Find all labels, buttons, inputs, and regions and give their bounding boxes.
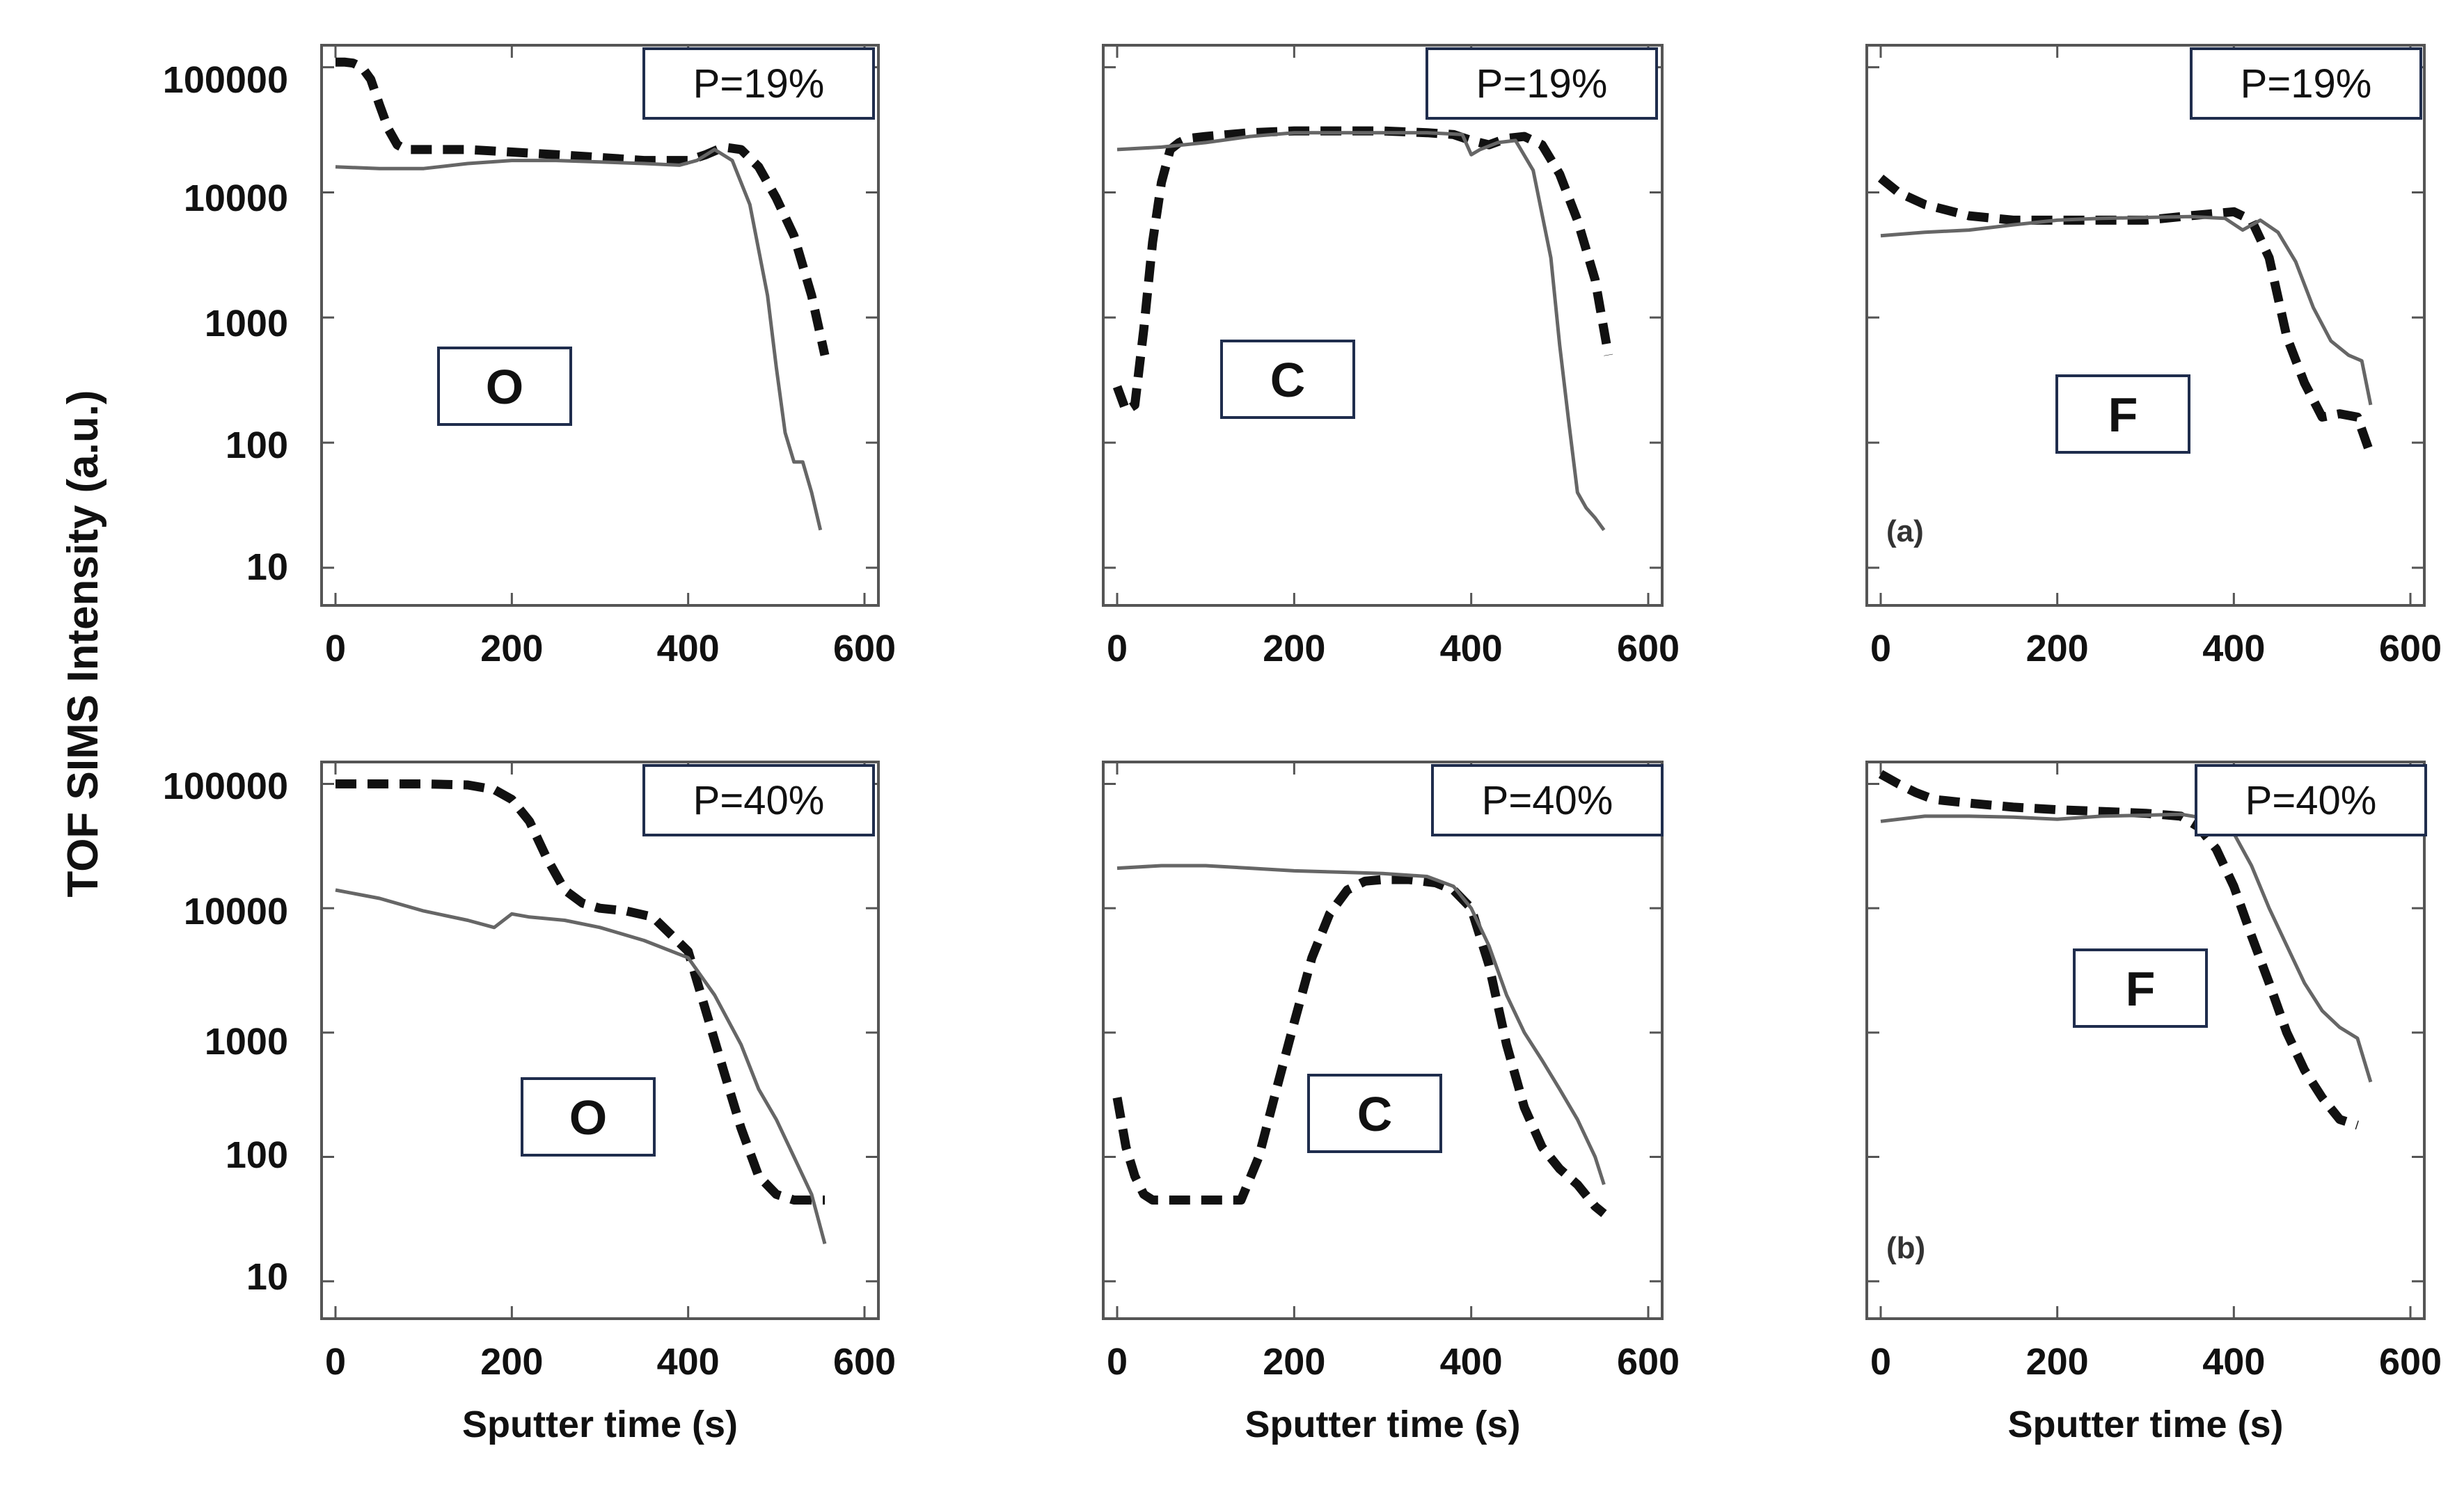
element-label-box [2055, 374, 2190, 454]
x-axis-title: Sputter time (s) [2007, 1404, 2283, 1445]
chart-panel-bottom-c: 0 200 400 600 Sputter time (s) P=40% C [1102, 761, 1680, 1445]
x-tick-label: 400 [1440, 1341, 1503, 1383]
element-label-text: C [1270, 353, 1306, 407]
y-tick-label: 100000 [163, 765, 288, 807]
element-label-box [521, 1077, 656, 1157]
y-tick-label: 10 [246, 546, 288, 588]
series-line-solid [1116, 131, 1606, 532]
x-tick-label: 600 [2379, 1341, 2442, 1383]
x-tick-label: 600 [1617, 628, 1680, 669]
x-tick-label: 0 [325, 628, 346, 669]
chart-panel-bottom-o: 0 200 400 600 10 100 1000 10000 100000 Sputter ti… [163, 761, 896, 1445]
y-axis-title: TOF SIMS Intensity (a.u.) [59, 390, 107, 897]
chart-panel-bottom-f: 0 200 400 600 Sputter time (s) P=40% F [1865, 761, 2442, 1445]
panel-tag-a: (a) [1886, 514, 1924, 548]
plot-frame [1102, 44, 1664, 607]
x-tick-label: 400 [657, 628, 720, 669]
x-tick-label: 200 [480, 628, 543, 669]
plot-frame [320, 761, 880, 1320]
series-line-solid [335, 148, 823, 531]
x-tick-label: 0 [1107, 628, 1128, 669]
p-label-text: P=19% [693, 61, 825, 106]
series-line-solid [1116, 864, 1606, 1185]
y-tick-label: 1000 [205, 1021, 288, 1063]
p-label-box [1426, 47, 1658, 120]
x-tick-label: 0 [1107, 1341, 1128, 1383]
series-line-dashed [1877, 174, 2376, 456]
x-tick-label: 0 [325, 1341, 346, 1383]
y-tick-label: 100000 [163, 59, 288, 101]
p-label-box [1431, 764, 1664, 836]
x-tick-label: 600 [1617, 1341, 1680, 1383]
p-label-text: P=40% [1482, 778, 1613, 823]
y-tick-label: 10000 [184, 891, 288, 932]
chart-panel-top-f: 0 200 400 600 P=19% F [1865, 44, 2442, 669]
p-label-box [2190, 47, 2422, 120]
chart-panel-top-c: 0 200 400 600 P=19% C [1102, 44, 1680, 669]
x-tick-label: 200 [1263, 628, 1325, 669]
series-line-dashed [1112, 126, 1613, 415]
plot-frame [1865, 44, 2426, 607]
series-line-dashed [1112, 875, 1607, 1218]
x-tick-label: 0 [1870, 1341, 1891, 1383]
element-label-box [437, 347, 572, 426]
x-tick-label: 600 [2379, 628, 2442, 669]
series-line-solid [1880, 214, 2373, 406]
plot-frame [1865, 761, 2426, 1320]
element-label-box [2073, 948, 2208, 1028]
panel-tag-b: (b) [1886, 1231, 1925, 1265]
x-tick-label: 400 [657, 1341, 720, 1383]
y-tick-label: 10 [246, 1256, 288, 1298]
series-line-solid [335, 888, 827, 1245]
x-tick-label: 200 [2026, 628, 2089, 669]
element-label-text: F [2108, 388, 2138, 442]
p-label-text: P=40% [693, 778, 825, 823]
x-tick-label: 200 [480, 1341, 543, 1383]
p-label-box [642, 47, 875, 120]
x-tick-label: 200 [2026, 1341, 2089, 1383]
y-tick-label: 10000 [184, 177, 288, 219]
element-label-text: O [486, 360, 523, 414]
plot-frame [320, 44, 880, 607]
element-label-text: O [569, 1090, 607, 1145]
x-tick-label: 600 [833, 628, 896, 669]
element-label-box [1307, 1074, 1442, 1153]
element-label-text: C [1357, 1087, 1393, 1141]
x-tick-label: 600 [833, 1341, 896, 1383]
element-label-box [1220, 340, 1355, 419]
p-label-text: P=40% [2245, 778, 2377, 823]
x-axis-title: Sputter time (s) [462, 1404, 738, 1445]
series-line-dashed [335, 57, 830, 356]
y-tick-label: 1000 [205, 303, 288, 344]
p-label-text: P=19% [1476, 61, 1608, 106]
series-line-dashed [335, 779, 825, 1205]
plot-frame [1102, 761, 1664, 1320]
y-tick-label: 100 [226, 1134, 288, 1176]
p-label-text: P=19% [2241, 61, 2372, 106]
x-tick-label: 400 [2202, 628, 2265, 669]
x-tick-label: 200 [1263, 1341, 1325, 1383]
x-tick-label: 0 [1870, 628, 1891, 669]
element-label-text: F [2126, 962, 2156, 1016]
x-tick-label: 400 [1440, 628, 1503, 669]
x-axis-title: Sputter time (s) [1245, 1404, 1520, 1445]
x-tick-label: 400 [2202, 1341, 2265, 1383]
chart-panel-top-o: 0 200 400 600 10 100 1000 10000 100000 P=19% O [163, 44, 896, 669]
series-line-dashed [1878, 770, 2359, 1130]
y-tick-label: 100 [226, 424, 288, 466]
p-label-box [642, 764, 875, 836]
p-label-box [2195, 764, 2427, 836]
